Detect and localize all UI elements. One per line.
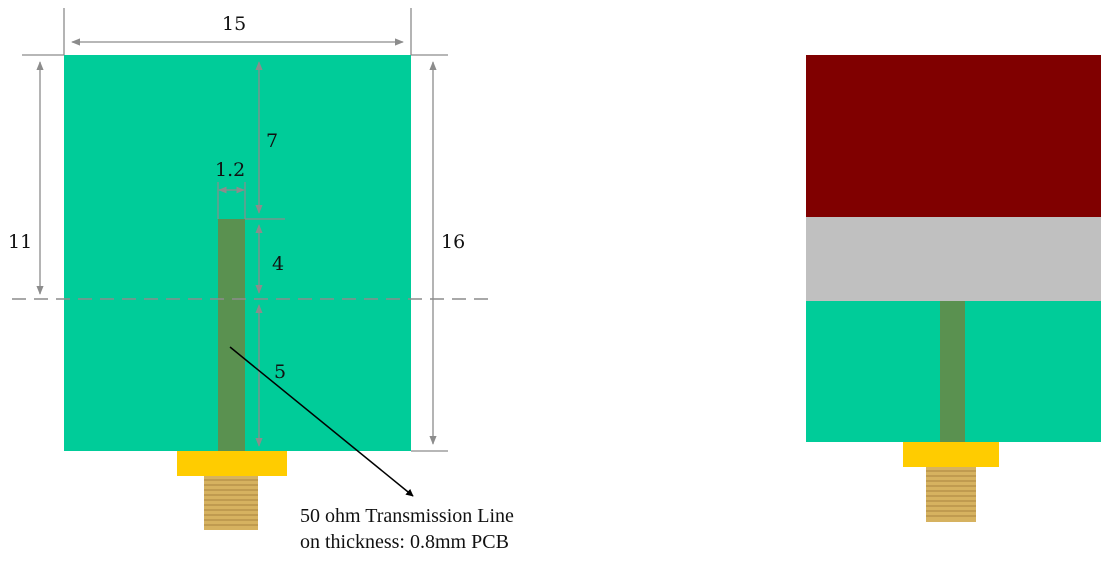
back-view [806, 55, 1101, 522]
right-height-label: 16 [441, 231, 465, 253]
trace-lower-label: 5 [274, 361, 286, 383]
left-height-dimension [22, 54, 64, 295]
back-connector-thread [926, 467, 976, 522]
right-height-dimension [411, 54, 448, 452]
annotation-line-2: on thickness: 0.8mm PCB [300, 531, 509, 553]
left-height-label: 11 [8, 231, 32, 253]
trace-upper-label: 4 [272, 253, 284, 275]
trace-width-label: 1.2 [215, 159, 245, 181]
back-connector-flange [903, 442, 999, 467]
gap-region [806, 217, 1101, 301]
radiating-patch [806, 55, 1101, 217]
back-sma-connector [903, 442, 999, 522]
annotation-arrow [229, 346, 414, 497]
sma-connector [177, 451, 287, 530]
front-view: 15 11 16 7 4 5 1.2 [8, 8, 514, 553]
center-dimension-chain [245, 61, 285, 447]
connector-thread [204, 476, 258, 530]
top-section-label: 7 [266, 130, 278, 152]
connector-flange [177, 451, 287, 476]
trace-width-dimension [217, 182, 246, 219]
feed-line-trace [218, 219, 245, 451]
width-dimension [63, 8, 412, 55]
back-feed-line [940, 301, 965, 442]
annotation-line-1: 50 ohm Transmission Line [300, 505, 514, 527]
width-dimension-label: 15 [222, 13, 246, 35]
